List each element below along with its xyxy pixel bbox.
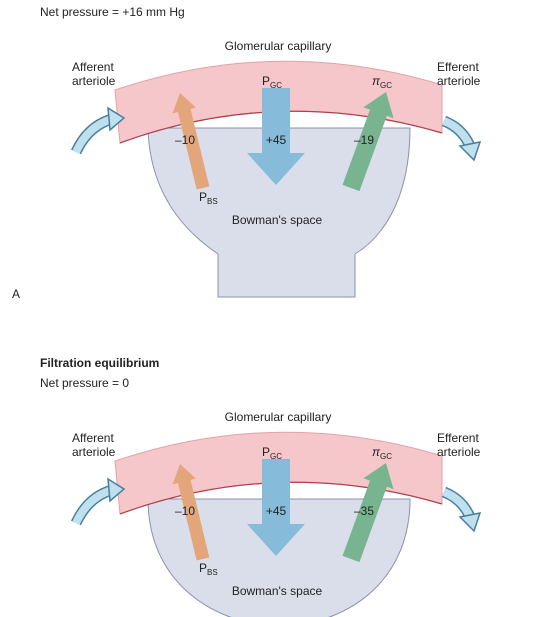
p-bs-value: –10	[175, 504, 195, 518]
bowmans-space	[147, 127, 411, 298]
symbol: π	[372, 445, 381, 459]
subscript: GC	[380, 452, 392, 461]
space-label: Bowman's space	[232, 213, 323, 227]
inflow-arrow-head	[107, 477, 126, 503]
inflow-arrow	[72, 486, 114, 525]
panel-title: Filtration equilibrium	[40, 356, 159, 370]
p-bs-arrow	[172, 93, 210, 190]
p-gc-arrow	[247, 459, 305, 556]
afferent-label: arteriole	[72, 445, 116, 459]
pressure-label: PBS	[199, 190, 218, 206]
symbol: P	[262, 445, 270, 459]
symbol: P	[199, 190, 207, 204]
outflow-arrow-head	[458, 141, 482, 162]
pi-gc-arrow	[342, 463, 394, 563]
efferent-label: Efferent	[437, 60, 479, 74]
pressure-label: PGC	[262, 445, 282, 461]
capillary-label: Glomerular capillary	[225, 410, 332, 424]
net-pressure: Net pressure = +16 mm Hg	[40, 5, 185, 19]
subscript: GC	[270, 81, 282, 90]
afferent-label: Afferent	[72, 60, 114, 74]
pressure-label: πGC	[372, 74, 392, 90]
pressure-label: πGC	[372, 445, 392, 461]
panel-label: A	[12, 287, 20, 301]
panel: Glomerular capillaryAfferentarterioleEff…	[12, 5, 482, 301]
inflow-arrow-head	[107, 106, 126, 132]
pi-gc-arrow	[342, 92, 394, 192]
panel: Glomerular capillaryAfferentarterioleEff…	[40, 356, 482, 617]
efferent-label: arteriole	[437, 445, 481, 459]
p-gc-arrow	[247, 88, 305, 185]
p-bs-arrow	[172, 464, 210, 561]
subscript: BS	[207, 568, 218, 577]
symbol: π	[372, 74, 381, 88]
pi-gc-value: –19	[354, 133, 374, 147]
capillary-label: Glomerular capillary	[225, 39, 332, 53]
p-gc-value: +45	[266, 504, 287, 518]
inflow-arrow	[72, 115, 114, 154]
symbol: P	[199, 561, 207, 575]
efferent-label: arteriole	[437, 74, 481, 88]
outflow-arrow	[442, 117, 474, 148]
subscript: GC	[380, 81, 392, 90]
afferent-label: arteriole	[72, 74, 116, 88]
p-bs-value: –10	[175, 133, 195, 147]
symbol: P	[262, 74, 270, 88]
efferent-label: Efferent	[437, 431, 479, 445]
space-label: Bowman's space	[232, 584, 323, 598]
bowmans-space	[147, 498, 411, 617]
net-pressure: Net pressure = 0	[40, 376, 129, 390]
p-gc-value: +45	[266, 133, 287, 147]
outflow-arrow-head	[458, 512, 482, 533]
afferent-label: Afferent	[72, 431, 114, 445]
subscript: BS	[207, 197, 218, 206]
subscript: GC	[270, 452, 282, 461]
outflow-arrow	[442, 488, 474, 519]
pressure-label: PGC	[262, 74, 282, 90]
pi-gc-value: –35	[354, 504, 374, 518]
pressure-label: PBS	[199, 561, 218, 577]
